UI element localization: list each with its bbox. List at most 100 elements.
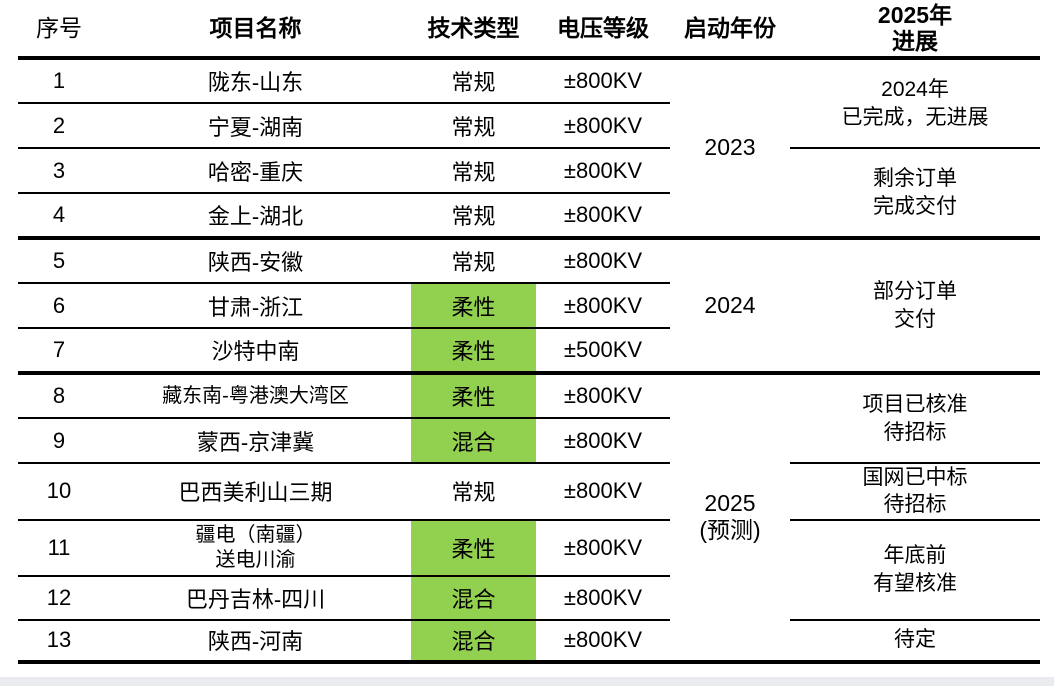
cell-index: 3	[18, 148, 100, 194]
cell-tech-type: 常规	[411, 148, 536, 194]
year-line: (预测)	[699, 517, 761, 544]
cell-start-year-2025-forecast: 2025 (预测)	[670, 373, 790, 664]
progress-line: 年底前	[883, 544, 947, 568]
cell-tech-type: 常规	[411, 58, 536, 104]
cell-voltage: ±800KV	[536, 193, 670, 240]
table-row-11: 11 疆电（南疆） 送电川渝 柔性 ±800KV 年底前 有望核准	[18, 519, 1040, 621]
col-header-index: 序号	[18, 0, 100, 60]
cell-start-year-2023: 2023	[670, 58, 790, 240]
cell-voltage: ±500KV	[536, 328, 670, 375]
progress-line: 待定	[894, 628, 936, 652]
project-name-line: 送电川渝	[215, 548, 296, 571]
cell-progress-remaining-orders: 剩余订单 完成交付	[790, 148, 1040, 240]
cell-project-name: 陇东-山东	[100, 58, 411, 104]
cell-index: 13	[18, 619, 100, 664]
year-line: 2025	[704, 489, 756, 516]
cell-project-name: 甘肃-浙江	[100, 283, 411, 329]
cell-tech-type-highlighted: 柔性	[411, 328, 536, 375]
cell-tech-type-highlighted: 混合	[411, 619, 536, 664]
col-header-project-name: 项目名称	[100, 0, 411, 60]
cell-project-name: 藏东南-粤港澳大湾区	[100, 373, 411, 419]
cell-tech-type: 常规	[411, 463, 536, 521]
table-row-9: 9 蒙西-京津冀 混合 ±800KV	[18, 418, 1040, 464]
cell-progress-sgcc-won-bid: 国网已中标 待招标	[790, 463, 1040, 521]
cell-index: 8	[18, 373, 100, 419]
cell-tech-type: 常规	[411, 238, 536, 284]
cell-project-name: 巴丹吉林-四川	[100, 575, 411, 621]
slide-bottom-edge	[0, 677, 1054, 686]
table-row-3: 3 哈密-重庆 常规 ±800KV 剩余订单 完成交付	[18, 148, 1040, 240]
cell-project-name: 宁夏-湖南	[100, 103, 411, 149]
cell-project-name: 疆电（南疆） 送电川渝	[100, 519, 411, 577]
cell-voltage: ±800KV	[536, 238, 670, 284]
cell-start-year-2024: 2024	[670, 238, 790, 375]
progress-line: 已完成，无进展	[841, 105, 989, 129]
cell-index: 9	[18, 418, 100, 464]
cell-project-name: 陕西-河南	[100, 619, 411, 664]
col-header-start-year: 启动年份	[670, 0, 790, 60]
cell-voltage: ±800KV	[536, 619, 670, 664]
cell-voltage: ±800KV	[536, 463, 670, 521]
cell-voltage: ±800KV	[536, 575, 670, 621]
table-row-13: 13 陕西-河南 混合 ±800KV 待定	[18, 619, 1040, 664]
cell-voltage: ±800KV	[536, 103, 670, 149]
cell-progress-expected-approval: 年底前 有望核准	[790, 519, 1040, 621]
col-header-voltage: 电压等级	[536, 0, 670, 60]
table-row-6: 6 甘肃-浙江 柔性 ±800KV	[18, 283, 1040, 329]
col-header-progress-line1: 2025年	[877, 1, 953, 28]
cell-index: 5	[18, 238, 100, 284]
progress-line: 交付	[894, 307, 936, 331]
cell-voltage: ±800KV	[536, 283, 670, 329]
progress-line: 待招标	[883, 493, 947, 517]
cell-voltage: ±800KV	[536, 58, 670, 104]
cell-progress-completed-2024: 2024年 已完成，无进展	[790, 58, 1040, 149]
col-header-progress-line2: 进展	[892, 28, 938, 54]
cell-project-name: 蒙西-京津冀	[100, 418, 411, 464]
cell-voltage: ±800KV	[536, 418, 670, 464]
cell-voltage: ±800KV	[536, 519, 670, 577]
progress-line: 项目已核准	[862, 393, 968, 417]
cell-project-name: 陕西-安徽	[100, 238, 411, 284]
cell-index: 6	[18, 283, 100, 329]
cell-tech-type: 常规	[411, 193, 536, 240]
table-row-10: 10 巴西美利山三期 常规 ±800KV 国网已中标 待招标	[18, 463, 1040, 521]
cell-index: 2	[18, 103, 100, 149]
progress-line: 有望核准	[873, 571, 957, 595]
cell-tech-type: 常规	[411, 103, 536, 149]
cell-index: 7	[18, 328, 100, 375]
cell-index: 1	[18, 58, 100, 104]
cell-voltage: ±800KV	[536, 373, 670, 419]
table-row-7: 7 沙特中南 柔性 ±500KV	[18, 328, 1040, 375]
cell-project-name: 巴西美利山三期	[100, 463, 411, 521]
cell-progress-approved-pending-bid: 项目已核准 待招标	[790, 373, 1040, 464]
cell-tech-type-highlighted: 柔性	[411, 373, 536, 419]
cell-progress-partial-delivery: 部分订单 交付	[790, 238, 1040, 375]
progress-line: 待招标	[883, 420, 947, 444]
progress-line: 部分订单	[873, 280, 957, 304]
col-header-progress-2025: 2025年 进展	[790, 0, 1040, 60]
table-row-1: 1 陇东-山东 常规 ±800KV 2023 2024年 已完成，无进展	[18, 58, 1040, 240]
cell-project-name: 沙特中南	[100, 328, 411, 375]
progress-line: 完成交付	[873, 194, 957, 218]
cell-index: 4	[18, 193, 100, 240]
cell-progress-tbd: 待定	[790, 619, 1040, 664]
progress-line: 国网已中标	[862, 466, 968, 489]
table-row-4: 4 金上-湖北 常规 ±800KV	[18, 193, 1040, 240]
project-name-line: 疆电（南疆）	[195, 523, 316, 546]
table-row-5: 5 陕西-安徽 常规 ±800KV 2024 部分订单 交付	[18, 238, 1040, 375]
cell-project-name: 哈密-重庆	[100, 148, 411, 194]
cell-index: 10	[18, 463, 100, 521]
cell-tech-type-highlighted: 柔性	[411, 519, 536, 577]
table-row-12: 12 巴丹吉林-四川 混合 ±800KV	[18, 575, 1040, 621]
table-row-2: 2 宁夏-湖南 常规 ±800KV	[18, 103, 1040, 149]
cell-voltage: ±800KV	[536, 148, 670, 194]
table-row-8: 8 藏东南-粤港澳大湾区 柔性 ±800KV 2025 (预测) 项目已核准 待…	[18, 373, 1040, 664]
cell-tech-type-highlighted: 混合	[411, 575, 536, 621]
progress-line: 剩余订单	[873, 167, 957, 191]
cell-tech-type-highlighted: 混合	[411, 418, 536, 464]
header-row: 序号 项目名称 技术类型 电压等级 启动年份 2025年 进展	[18, 0, 1040, 60]
cell-project-name: 金上-湖北	[100, 193, 411, 240]
col-header-tech-type: 技术类型	[411, 0, 536, 60]
cell-index: 12	[18, 575, 100, 621]
